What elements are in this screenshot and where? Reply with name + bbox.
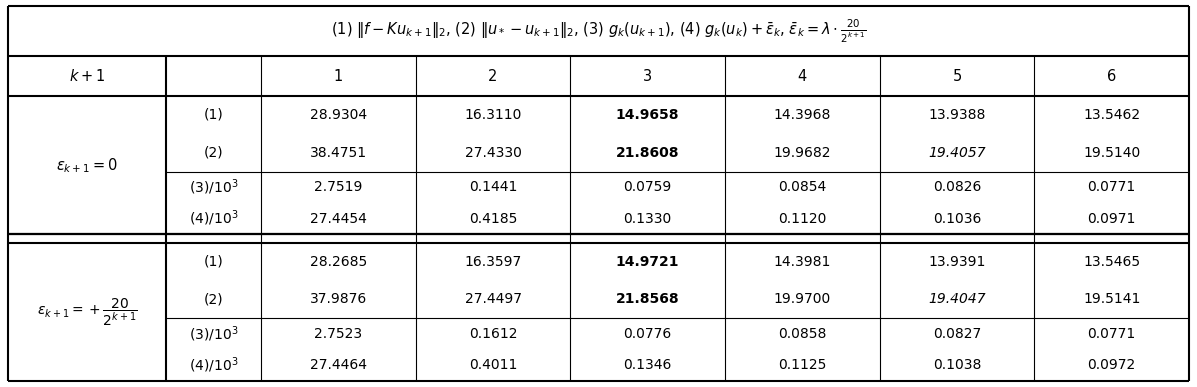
Text: (1) $\|f - Ku_{k+1}\|_2$, (2) $\|u_* - u_{k+1}\|_2$, (3) $g_k(u_{k+1})$, (4) $g_: (1) $\|f - Ku_{k+1}\|_2$, (2) $\|u_* - u…: [330, 17, 867, 45]
Text: 13.9388: 13.9388: [929, 108, 985, 122]
Text: $(4)/10^3$: $(4)/10^3$: [189, 356, 238, 375]
Text: $(3)/10^3$: $(3)/10^3$: [189, 177, 238, 197]
Text: 19.9700: 19.9700: [773, 292, 831, 306]
Text: 0.0858: 0.0858: [778, 327, 826, 341]
Text: 19.9682: 19.9682: [773, 146, 831, 160]
Text: 16.3110: 16.3110: [464, 108, 522, 122]
Text: 13.9391: 13.9391: [929, 255, 985, 269]
Text: $\varepsilon_{k+1} = 0$: $\varepsilon_{k+1} = 0$: [56, 156, 117, 175]
Text: (2): (2): [203, 292, 224, 306]
Text: 0.0972: 0.0972: [1088, 358, 1136, 372]
Text: 13.5465: 13.5465: [1083, 255, 1141, 269]
Text: 0.1612: 0.1612: [469, 327, 517, 341]
Text: 21.8608: 21.8608: [616, 146, 680, 160]
Text: 0.4011: 0.4011: [469, 358, 517, 372]
Text: 2: 2: [488, 68, 498, 84]
Text: 0.0854: 0.0854: [778, 180, 826, 194]
Text: 37.9876: 37.9876: [310, 292, 367, 306]
Text: 13.5462: 13.5462: [1083, 108, 1141, 122]
Text: $\varepsilon_{k+1} = +\dfrac{20}{2^{k+1}}$: $\varepsilon_{k+1} = +\dfrac{20}{2^{k+1}…: [37, 296, 138, 328]
Text: (1): (1): [203, 255, 224, 269]
Text: 27.4454: 27.4454: [310, 212, 366, 226]
Text: 19.4057: 19.4057: [928, 146, 986, 160]
Text: 14.9658: 14.9658: [616, 108, 680, 122]
Text: 0.1330: 0.1330: [624, 212, 672, 226]
Text: (2): (2): [203, 146, 224, 160]
Text: 0.0759: 0.0759: [624, 180, 672, 194]
Text: 0.0971: 0.0971: [1088, 212, 1136, 226]
Text: 6: 6: [1107, 68, 1117, 84]
Text: 0.1038: 0.1038: [932, 358, 982, 372]
Text: 0.1036: 0.1036: [932, 212, 982, 226]
Text: 0.1441: 0.1441: [469, 180, 517, 194]
Text: 0.1125: 0.1125: [778, 358, 826, 372]
Text: 5: 5: [953, 68, 961, 84]
Text: 2.7523: 2.7523: [315, 327, 363, 341]
Text: 27.4497: 27.4497: [464, 292, 522, 306]
Text: 4: 4: [797, 68, 807, 84]
Text: $(3)/10^3$: $(3)/10^3$: [189, 324, 238, 344]
Text: 27.4330: 27.4330: [464, 146, 522, 160]
Text: 19.5141: 19.5141: [1083, 292, 1141, 306]
Text: 0.4185: 0.4185: [469, 212, 517, 226]
Text: 19.5140: 19.5140: [1083, 146, 1141, 160]
Text: (1): (1): [203, 108, 224, 122]
Text: 0.0827: 0.0827: [932, 327, 982, 341]
Text: 0.0776: 0.0776: [624, 327, 672, 341]
Text: 1: 1: [334, 68, 344, 84]
Text: 0.0771: 0.0771: [1088, 327, 1136, 341]
Text: 28.9304: 28.9304: [310, 108, 367, 122]
Text: 14.3981: 14.3981: [773, 255, 831, 269]
Text: 27.4464: 27.4464: [310, 358, 366, 372]
Text: 19.4047: 19.4047: [928, 292, 986, 306]
Text: $(4)/10^3$: $(4)/10^3$: [189, 209, 238, 228]
Text: 28.2685: 28.2685: [310, 255, 367, 269]
Text: 38.4751: 38.4751: [310, 146, 367, 160]
Text: 0.0771: 0.0771: [1088, 180, 1136, 194]
Text: 0.0826: 0.0826: [932, 180, 982, 194]
Text: 3: 3: [643, 68, 652, 84]
Text: 0.1346: 0.1346: [624, 358, 672, 372]
Text: 2.7519: 2.7519: [314, 180, 363, 194]
Text: 14.9721: 14.9721: [616, 255, 680, 269]
Text: 16.3597: 16.3597: [464, 255, 522, 269]
Text: 14.3968: 14.3968: [773, 108, 831, 122]
Text: $k+1$: $k+1$: [69, 68, 105, 84]
Text: 21.8568: 21.8568: [615, 292, 680, 306]
Text: 0.1120: 0.1120: [778, 212, 826, 226]
